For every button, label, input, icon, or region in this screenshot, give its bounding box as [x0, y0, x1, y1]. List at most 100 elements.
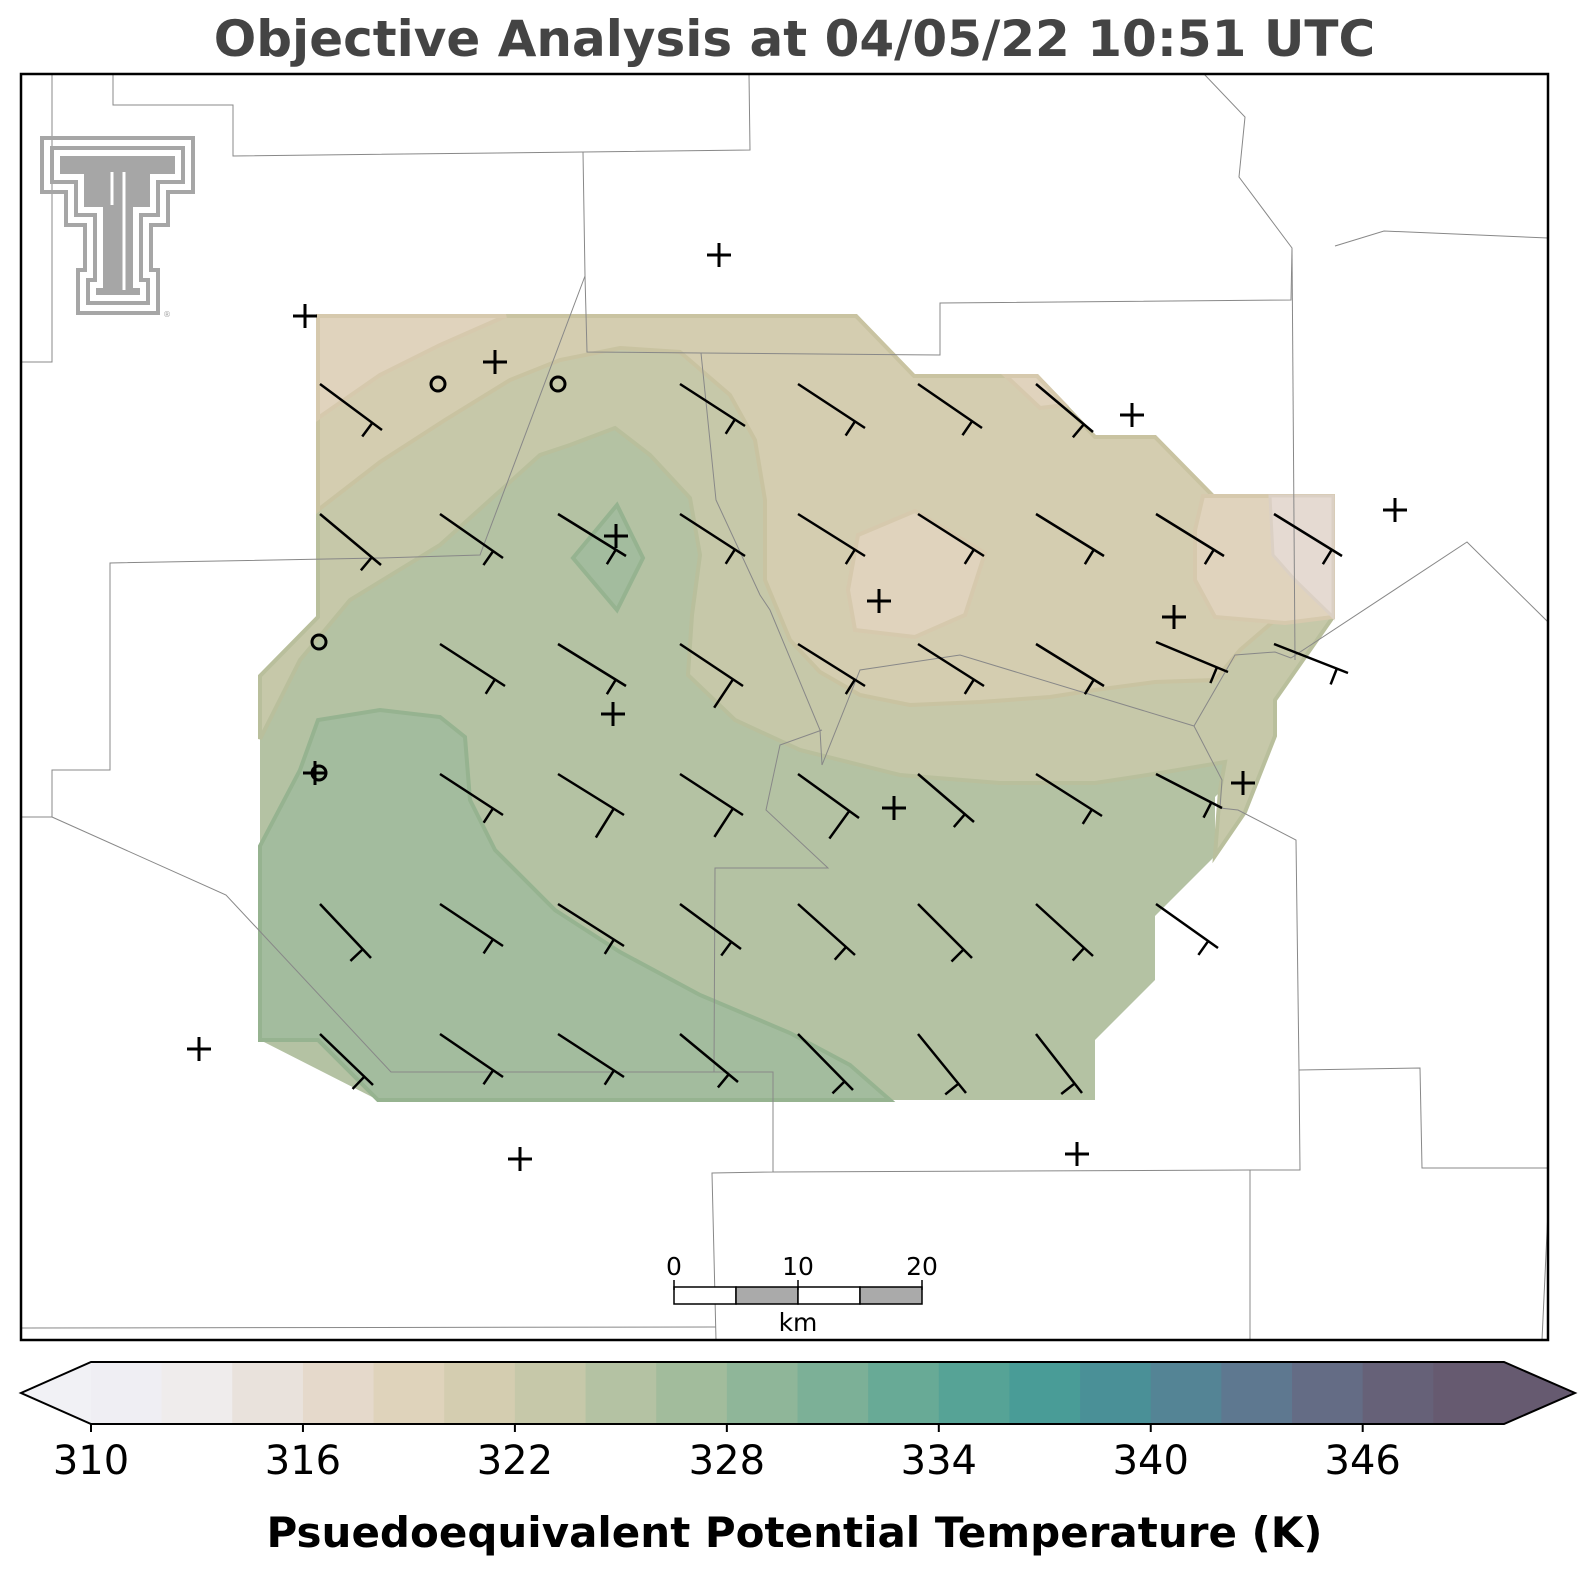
- wind-barb: [1035, 772, 1103, 825]
- colorbar-swatch: [1362, 1362, 1434, 1424]
- map-frame: [19, 72, 1550, 1342]
- county-boundaries: [21, 74, 1548, 1340]
- contour-band-314: [1268, 494, 1335, 621]
- colorbar-tick-label: 316: [264, 1438, 342, 1484]
- wind-barb: [557, 1032, 625, 1086]
- wind-barb: [439, 772, 504, 824]
- wind-barb: [439, 1032, 504, 1085]
- station-plus-marker: [604, 524, 628, 548]
- wind-barb: [917, 773, 975, 828]
- wind-barb: [1035, 383, 1094, 439]
- colorbar-tick-label: 322: [476, 1438, 554, 1484]
- colorbar-swatch: [373, 1362, 445, 1424]
- wind-barb: [679, 512, 746, 565]
- wind-barb: [319, 513, 382, 572]
- contour-band-316-ne: [1000, 374, 1070, 411]
- texas-tech-logo: [40, 136, 195, 315]
- contour-band-316-c: [845, 508, 988, 640]
- station-plus-marker: [508, 1147, 532, 1171]
- station-plus-marker: [867, 589, 891, 613]
- station-plus-marker: [1383, 498, 1407, 522]
- colorbar-swatch: [232, 1362, 304, 1424]
- colorbar-swatch: [161, 1362, 233, 1424]
- colorbar: [18, 1361, 1578, 1432]
- colorbar-swatch: [1150, 1362, 1222, 1424]
- colorbar-tick-label: 346: [1324, 1438, 1401, 1484]
- scale-label-0: 0: [666, 1252, 682, 1281]
- wind-barb: [679, 382, 746, 435]
- wind-barb: [679, 642, 744, 709]
- colorbar-swatch: [656, 1362, 728, 1424]
- colorbar-over-arrow: [1504, 1362, 1575, 1424]
- station-plus-marker: [882, 796, 906, 820]
- colorbar-under-arrow: [21, 1362, 91, 1424]
- map-title: Objective Analysis at 04/05/22 10:51 UTC: [213, 10, 1376, 68]
- wind-barb: [797, 642, 866, 695]
- station-plus-marker: [483, 350, 507, 374]
- theta-e-contour-fill: [258, 314, 1335, 1102]
- colorbar-tick-label: 340: [1112, 1438, 1189, 1484]
- colorbar-swatch: [585, 1362, 657, 1424]
- station-plus-marker: [293, 304, 317, 328]
- wind-barb: [797, 1033, 854, 1095]
- wind-barb: [1155, 640, 1229, 684]
- colorbar-swatch: [514, 1362, 587, 1424]
- wind-barb: [679, 1033, 739, 1089]
- wind-barb: [439, 642, 506, 695]
- scale-label-20: 20: [906, 1252, 938, 1281]
- station-plus-marker: [187, 1037, 211, 1061]
- wind-barbs: [319, 382, 1349, 1096]
- colorbar-label: Psuedoequivalent Potential Temperature (…: [266, 1508, 1323, 1557]
- wind-barb: [319, 382, 383, 438]
- station-plus-marker: [303, 761, 327, 785]
- wind-barb: [1035, 903, 1094, 962]
- wind-barb: [797, 903, 856, 961]
- scale-label-10: 10: [782, 1252, 814, 1281]
- colorbar-swatch: [302, 1362, 375, 1424]
- wind-barb: [797, 382, 866, 437]
- wind-barb: [319, 1033, 374, 1090]
- contour-band-324-diamond: [570, 501, 646, 614]
- calm-wind-circle: [549, 375, 567, 393]
- scale-bar: 0 10 20 km: [666, 1252, 938, 1337]
- wind-barb: [917, 903, 973, 963]
- colorbar-tick-label: 328: [688, 1438, 766, 1484]
- wind-barb: [917, 512, 985, 565]
- colorbar-tick-label: 334: [900, 1438, 977, 1484]
- station-plus-marker: [1065, 1142, 1089, 1166]
- station-plus-marker: [1162, 605, 1186, 629]
- wind-barb: [557, 512, 627, 565]
- wind-barb: [917, 382, 983, 436]
- station-plus-marker: [707, 243, 731, 267]
- wind-barb: [1035, 512, 1105, 565]
- wind-barb: [439, 512, 504, 566]
- logo-registered-mark: ®: [163, 310, 171, 319]
- colorbar-swatch: [1221, 1362, 1293, 1424]
- wind-barb: [1155, 512, 1225, 565]
- wind-barb: [557, 642, 627, 695]
- colorbar-tick-label: 310: [52, 1438, 130, 1484]
- contour-band-316-nw: [316, 314, 507, 422]
- colorbar-swatch: [1433, 1362, 1505, 1424]
- colorbar-swatch: [91, 1362, 163, 1424]
- calm-wind-circle: [310, 764, 328, 782]
- station-markers: [187, 243, 1407, 1171]
- colorbar-swatch: [868, 1362, 940, 1424]
- contour-band-318: [316, 314, 1335, 708]
- wind-barb: [1035, 1033, 1083, 1095]
- wind-barb: [679, 772, 744, 838]
- colorbar-swatch: [797, 1362, 869, 1424]
- wind-barb: [557, 902, 625, 955]
- colorbar-swatch: [1009, 1362, 1081, 1424]
- station-plus-marker: [601, 702, 625, 726]
- wind-barb: [917, 642, 985, 695]
- wind-barb: [319, 903, 372, 962]
- station-plus-marker: [1120, 403, 1144, 427]
- colorbar-swatch: [726, 1362, 798, 1424]
- calm-wind-circle: [310, 633, 328, 651]
- wind-barb: [557, 772, 625, 839]
- colorbar-swatch: [938, 1362, 1010, 1424]
- wind-barb: [1035, 642, 1105, 695]
- wind-barb: [679, 902, 742, 957]
